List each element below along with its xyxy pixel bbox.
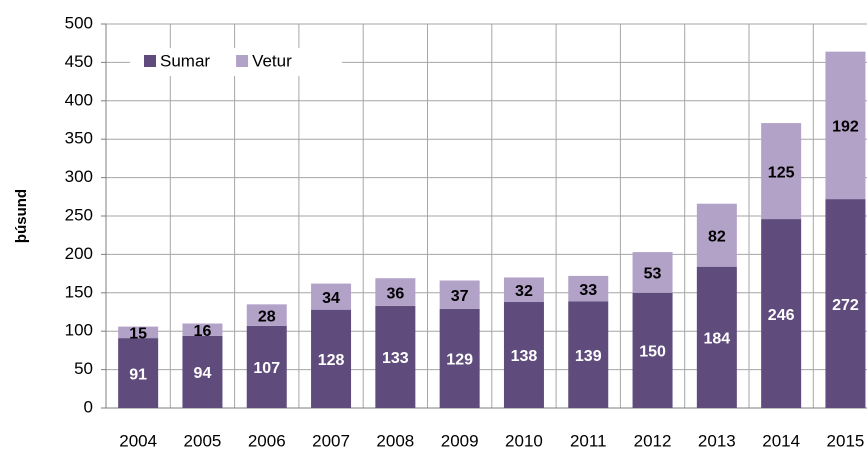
- x-tick-label: 2005: [184, 431, 222, 450]
- y-tick-label: 50: [74, 359, 93, 378]
- value-label: 34: [322, 290, 340, 307]
- y-axis-label: þúsund: [13, 189, 30, 243]
- value-label: 128: [318, 352, 345, 369]
- x-tick-label: 2009: [441, 431, 479, 450]
- bar-segment: [375, 278, 416, 306]
- x-tick-label: 2006: [248, 431, 286, 450]
- y-tick-label: 250: [65, 205, 93, 224]
- bar-segment: [118, 326, 159, 339]
- bar-segment: [825, 51, 866, 200]
- value-label: 129: [446, 352, 473, 369]
- bar-segment: [825, 199, 866, 408]
- bar-segment: [439, 308, 480, 408]
- y-tick-label: 350: [65, 129, 93, 148]
- legend-label: Sumar: [160, 51, 210, 70]
- y-tick-label: 150: [65, 282, 93, 301]
- value-label: 15: [129, 326, 147, 343]
- value-label: 192: [832, 119, 859, 136]
- bar-segment: [568, 301, 609, 408]
- x-tick-label: 2010: [505, 431, 543, 450]
- value-label: 272: [832, 297, 859, 314]
- y-tick-label: 200: [65, 244, 93, 263]
- bar-segment: [503, 302, 544, 408]
- value-label: 125: [768, 164, 795, 181]
- value-label: 16: [194, 323, 212, 340]
- value-label: 37: [451, 288, 469, 305]
- x-tick-label: 2015: [827, 431, 865, 450]
- bar-segment: [246, 325, 287, 408]
- y-tick-label: 100: [65, 321, 93, 340]
- y-tick-label: 0: [84, 397, 93, 416]
- value-label: 246: [768, 307, 795, 324]
- value-label: 133: [382, 350, 409, 367]
- value-label: 91: [129, 366, 147, 383]
- value-label: 82: [708, 228, 726, 245]
- x-tick-label: 2011: [570, 431, 607, 450]
- bar-segment: [182, 335, 223, 408]
- bar-segment: [439, 280, 480, 309]
- x-tick-label: 2012: [634, 431, 672, 450]
- bar-segment: [696, 266, 737, 408]
- bar-segment: [761, 219, 802, 408]
- legend-swatch: [236, 55, 249, 67]
- legend-label: Vetur: [252, 51, 292, 70]
- y-tick-label: 500: [65, 13, 93, 32]
- bar-segment: [568, 275, 609, 302]
- value-label: 36: [386, 285, 404, 302]
- bar-segment: [246, 304, 287, 326]
- bar-segment: [182, 323, 223, 336]
- bar-segment: [503, 277, 544, 303]
- value-label: 94: [194, 365, 212, 382]
- value-label: 53: [644, 266, 662, 283]
- value-label: 139: [575, 348, 602, 365]
- x-tick-label: 2013: [698, 431, 736, 450]
- bar-segment: [118, 338, 159, 408]
- value-label: 32: [515, 283, 533, 300]
- x-tick-label: 2004: [119, 431, 157, 450]
- legend-box: [130, 48, 342, 76]
- value-label: 107: [253, 360, 280, 377]
- x-tick-label: 2007: [312, 431, 350, 450]
- value-label: 33: [579, 282, 597, 299]
- value-label: 184: [703, 331, 730, 348]
- bar-segment: [311, 309, 352, 408]
- value-label: 28: [258, 308, 276, 325]
- bar-segment: [632, 292, 673, 408]
- y-tick-label: 450: [65, 52, 93, 71]
- legend-swatch: [144, 55, 156, 67]
- x-tick-label: 2008: [376, 431, 414, 450]
- value-label: 138: [511, 348, 538, 365]
- bar-segment: [696, 203, 737, 267]
- value-label: 150: [639, 344, 666, 361]
- bar-segment: [375, 305, 416, 408]
- bar-segment: [761, 123, 802, 220]
- bar-segment: [632, 252, 673, 293]
- y-tick-label: 400: [65, 90, 93, 109]
- x-tick-label: 2014: [762, 431, 800, 450]
- bar-segment: [311, 283, 352, 310]
- y-tick-label: 300: [65, 167, 93, 186]
